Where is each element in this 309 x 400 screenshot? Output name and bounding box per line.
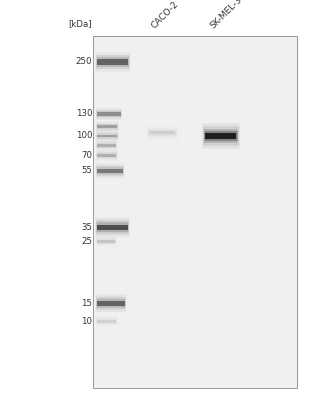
Bar [97, 59, 128, 64]
Text: 25: 25 [81, 237, 92, 246]
FancyBboxPatch shape [204, 129, 238, 143]
Bar [205, 133, 236, 139]
FancyBboxPatch shape [97, 152, 117, 158]
FancyBboxPatch shape [97, 167, 123, 174]
Text: CACO-2: CACO-2 [150, 0, 180, 30]
Bar [97, 301, 125, 306]
FancyBboxPatch shape [148, 129, 177, 137]
Bar [97, 320, 116, 322]
FancyBboxPatch shape [97, 299, 125, 308]
FancyBboxPatch shape [96, 237, 116, 245]
FancyBboxPatch shape [96, 108, 122, 120]
FancyBboxPatch shape [96, 110, 121, 118]
Bar [97, 225, 128, 230]
FancyBboxPatch shape [205, 131, 237, 141]
Bar [97, 144, 116, 146]
FancyBboxPatch shape [96, 317, 117, 325]
Bar [97, 154, 116, 156]
FancyBboxPatch shape [96, 141, 117, 149]
Bar [97, 112, 121, 116]
Bar [93, 36, 297, 388]
FancyBboxPatch shape [95, 52, 130, 72]
FancyBboxPatch shape [96, 163, 124, 178]
FancyBboxPatch shape [97, 318, 117, 324]
FancyBboxPatch shape [147, 127, 178, 138]
Bar [97, 125, 117, 128]
Bar [97, 169, 123, 173]
FancyBboxPatch shape [97, 133, 118, 139]
FancyBboxPatch shape [96, 166, 124, 176]
FancyBboxPatch shape [96, 294, 126, 312]
Text: 15: 15 [81, 299, 92, 308]
FancyBboxPatch shape [148, 130, 176, 136]
FancyBboxPatch shape [96, 297, 126, 310]
FancyBboxPatch shape [97, 124, 118, 130]
FancyBboxPatch shape [96, 122, 119, 132]
FancyBboxPatch shape [96, 151, 117, 159]
Bar [149, 131, 176, 134]
Text: 250: 250 [76, 58, 92, 66]
Text: 10: 10 [81, 317, 92, 326]
Text: SK-MEL-30: SK-MEL-30 [208, 0, 248, 30]
FancyBboxPatch shape [96, 123, 118, 131]
Text: [kDa]: [kDa] [69, 19, 92, 28]
Text: 130: 130 [76, 110, 92, 118]
Text: 55: 55 [81, 166, 92, 175]
Bar [97, 240, 115, 242]
Text: 35: 35 [81, 223, 92, 232]
FancyBboxPatch shape [97, 111, 121, 117]
FancyBboxPatch shape [202, 123, 240, 149]
Text: 70: 70 [81, 151, 92, 160]
FancyBboxPatch shape [97, 222, 128, 232]
FancyBboxPatch shape [96, 55, 129, 69]
FancyBboxPatch shape [97, 238, 116, 244]
FancyBboxPatch shape [96, 131, 119, 141]
FancyBboxPatch shape [97, 57, 129, 67]
FancyBboxPatch shape [96, 132, 118, 140]
FancyBboxPatch shape [96, 220, 129, 234]
Bar [97, 134, 117, 137]
FancyBboxPatch shape [95, 218, 129, 237]
FancyBboxPatch shape [97, 142, 116, 148]
FancyBboxPatch shape [203, 126, 239, 146]
Text: 100: 100 [76, 132, 92, 140]
